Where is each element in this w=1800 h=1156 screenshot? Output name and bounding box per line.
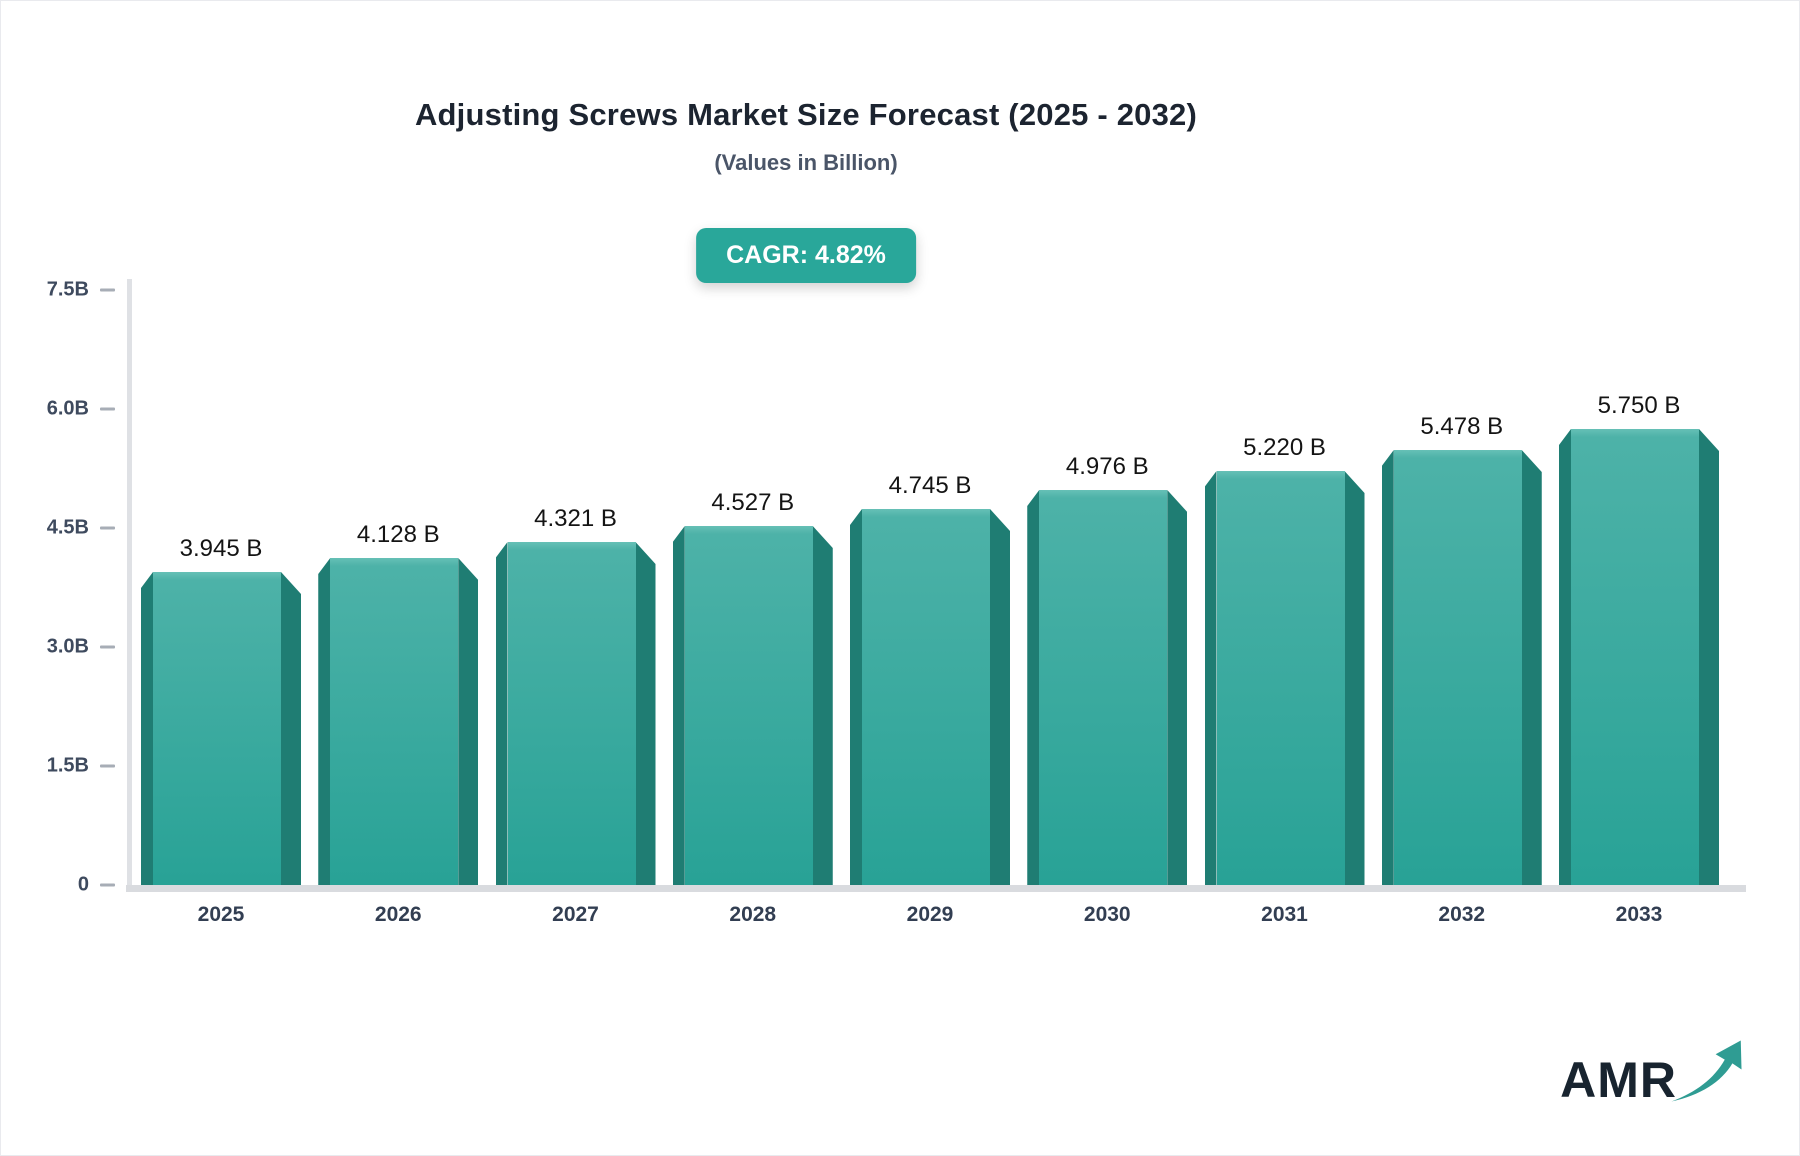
chart-subtitle: (Values in Billion)	[714, 150, 898, 175]
x-axis-label: 2027	[552, 903, 599, 926]
x-axis-label: 2029	[906, 903, 954, 926]
bar-value-label: 4.128 B	[356, 521, 440, 548]
bar-2025: 3.945 B 2025	[141, 535, 301, 926]
bar-right-side	[635, 542, 656, 885]
bar-right-side	[1167, 490, 1188, 885]
x-axis-label: 2025	[197, 903, 245, 926]
bar-right-side	[1344, 471, 1365, 885]
bar-right-side	[1699, 429, 1719, 885]
y-tick-dash	[100, 883, 115, 887]
bar-left-side	[318, 558, 331, 885]
y-tick-label: 7.5B	[46, 278, 89, 301]
y-tick-label: 3.0B	[46, 635, 89, 658]
amr-logo: AMR	[1560, 1039, 1747, 1105]
y-tick-dash	[100, 288, 115, 292]
bar-left-side	[1559, 429, 1571, 885]
bar-value-label: 4.745 B	[888, 472, 972, 499]
bar-face	[153, 572, 281, 885]
bar-right-side	[812, 526, 833, 885]
bar-2033: 5.750 B 2033	[1559, 392, 1719, 926]
y-tick-label: 0	[77, 873, 89, 896]
chart-plot-area: 7.5B 6.0B 4.5B 3.0B 1.5B 0 3.945 B 2025 4.128 B…	[1, 271, 1799, 926]
x-axis-baseline	[126, 885, 1746, 892]
chart-title: Adjusting Screws Market Size Forecast (2…	[414, 97, 1198, 132]
x-axis-label: 2028	[729, 903, 777, 926]
bar-value-label: 4.976 B	[1065, 453, 1149, 480]
bar-left-side	[1381, 450, 1394, 885]
y-tick-label: 1.5B	[46, 754, 89, 777]
amr-logo-text: AMR	[1560, 1052, 1677, 1108]
bar-left-side	[495, 542, 508, 885]
x-axis-label: 2033	[1615, 903, 1663, 926]
bars-row: 3.945 B 2025 4.128 B 2026 4.321 B 2027 4.527 B…	[141, 271, 1719, 926]
bar-value-label: 5.750 B	[1597, 392, 1681, 419]
bar-value-label: 5.220 B	[1243, 434, 1326, 461]
bar-2026: 4.128 B 2026	[318, 521, 479, 926]
y-tick-label: 4.5B	[46, 516, 89, 539]
bar-left-side	[1204, 471, 1217, 885]
bar-face	[1039, 490, 1168, 885]
bar-face	[1393, 450, 1522, 885]
bar-left-side	[672, 526, 685, 885]
bar-left-side	[141, 572, 153, 885]
bar-left-side	[850, 509, 862, 885]
y-tick-dash	[100, 526, 115, 530]
x-axis-label: 2031	[1261, 903, 1308, 926]
x-axis-label: 2032	[1438, 903, 1486, 926]
growth-arrow-icon	[1671, 1040, 1742, 1102]
bar-face	[1571, 429, 1699, 885]
bar-right-side	[990, 509, 1010, 885]
bar-2027: 4.321 B 2027	[495, 505, 656, 926]
y-tick-7.5B: 7.5B	[1, 279, 115, 302]
bar-2030: 4.976 B 2030	[1027, 453, 1188, 926]
y-tick-label: 6.0B	[46, 397, 89, 420]
bar-right-side	[458, 558, 479, 885]
bar-right-side	[281, 572, 301, 885]
bar-2032: 5.478 B 2032	[1381, 413, 1542, 926]
y-tick-4.5B: 4.5B	[1, 517, 115, 540]
bar-value-label: 4.527 B	[711, 489, 795, 516]
bar-right-side	[1521, 450, 1542, 885]
y-tick-1.5B: 1.5B	[1, 755, 115, 778]
y-axis-line	[127, 279, 132, 892]
bar-2031: 5.220 B 2031	[1204, 434, 1365, 926]
bar-2029: 4.745 B 2029	[850, 472, 1010, 926]
y-tick-6.0B: 6.0B	[1, 398, 115, 421]
y-tick-dash	[100, 645, 115, 649]
cagr-badge: CAGR: 4.82%	[696, 228, 916, 283]
x-axis-label: 2026	[374, 903, 422, 926]
bar-left-side	[1027, 490, 1040, 885]
bar-value-label: 4.321 B	[534, 505, 617, 532]
y-tick-0: 0	[1, 874, 115, 897]
bar-face	[507, 542, 636, 885]
bar-2028: 4.527 B 2028	[672, 489, 833, 926]
y-tick-3.0B: 3.0B	[1, 636, 115, 659]
y-tick-dash	[100, 407, 115, 411]
bar-face	[1216, 471, 1345, 885]
bar-face	[684, 526, 813, 885]
bar-value-label: 3.945 B	[179, 535, 263, 562]
x-axis-label: 2030	[1083, 903, 1131, 926]
bar-face	[862, 509, 990, 885]
bar-value-label: 5.478 B	[1420, 413, 1504, 440]
bar-face	[330, 558, 459, 885]
y-tick-dash	[100, 764, 115, 768]
